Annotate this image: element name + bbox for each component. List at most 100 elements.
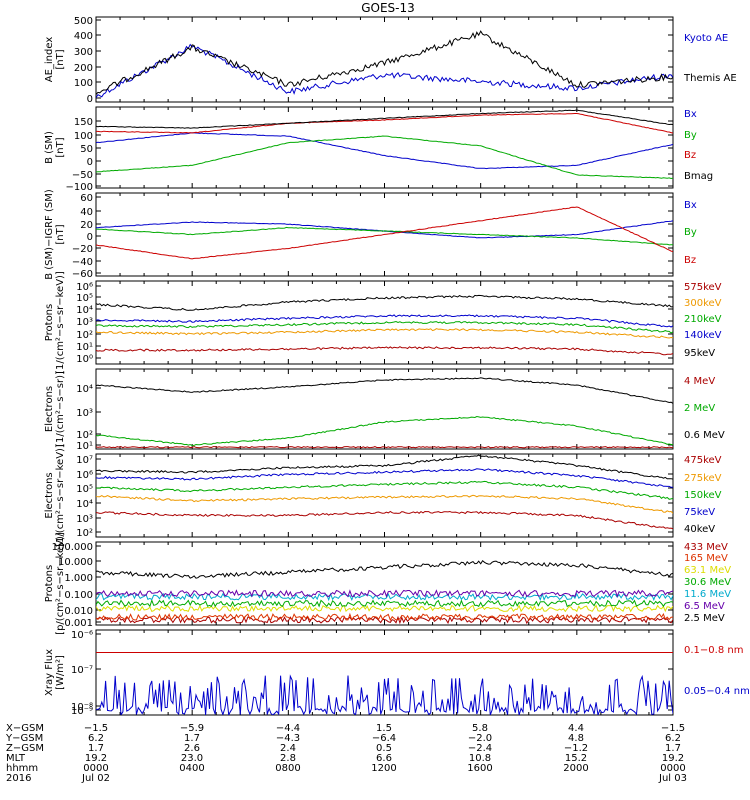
series-line-0-05-0-4-nm — [96, 674, 673, 715]
y-tick-label: 10⁰ — [76, 354, 93, 365]
footer-cell: 5.8 — [472, 723, 488, 734]
footer-cell: −4.3 — [276, 733, 300, 744]
y-tick-label: 10⁶ — [76, 282, 93, 293]
legend-entry: 475keV — [684, 455, 722, 466]
y-tick-label: 1.000 — [64, 573, 93, 584]
legend-entry: Bmag — [684, 171, 713, 182]
footer-cell: −1.5 — [661, 723, 685, 734]
footer-cell: −1.2 — [564, 743, 588, 754]
legend-entry: 11.6 MeV — [684, 589, 731, 600]
y-tick-label: 10¹ — [76, 342, 93, 353]
series-line-75kev — [96, 468, 673, 488]
y-tick-label: 150 — [74, 117, 93, 128]
y-tick-label: 0 — [87, 232, 93, 243]
legend-entry: Kyoto AE — [684, 33, 728, 44]
series-line-300kev — [96, 328, 673, 339]
y-axis-label: Electrons — [44, 472, 55, 518]
footer-cell: −5.9 — [180, 723, 204, 734]
footer-cell: 0000 — [83, 763, 108, 774]
series-line-40kev — [96, 454, 673, 480]
y-tick-label: 10⁵ — [76, 293, 93, 304]
series-line-bz — [96, 206, 673, 260]
legend-entry: 2.5 MeV — [684, 613, 725, 624]
y-tick-label: 10⁷ — [76, 455, 93, 466]
series-line-433-mev — [96, 615, 673, 625]
footer-cell: 0.5 — [376, 743, 392, 754]
legend-entry: 0.1−0.8 nm — [684, 645, 743, 656]
y-axis-label: B (SM)−IGRF (SM) — [44, 189, 55, 280]
footer-cell: 4.4 — [568, 723, 584, 734]
series-line-bx — [96, 132, 673, 170]
legend-entry: 30.6 MeV — [684, 577, 731, 588]
y-axis-label: Protons — [44, 304, 55, 341]
y-axis-label: [p/(cm²−s−sr−keV)] — [55, 532, 66, 635]
y-tick-label: 10² — [76, 430, 93, 441]
footer-cell: 2.4 — [280, 743, 296, 754]
y-tick-label: 10⁴ — [76, 384, 93, 395]
y-tick-label: 100 — [74, 78, 93, 89]
series-line-0-6-mev — [96, 377, 673, 404]
y-tick-label: 10.000 — [58, 557, 93, 568]
footer-row-label: 2016 — [6, 773, 31, 784]
y-tick-label: 10³ — [76, 408, 93, 419]
series-line-210kev — [96, 320, 673, 334]
y-axis-label: [nT] — [55, 49, 66, 69]
series-line-11-6-mev — [96, 592, 673, 602]
legend-entry: 433 MeV — [684, 542, 728, 553]
panel-frame — [95, 106, 674, 189]
series-line-95kev — [96, 294, 673, 311]
footer-cell: 19.2 — [85, 753, 107, 764]
panel-electrons_kev: 10⁷ 10⁶ 10⁵ 10⁴ 10³ 10² Electrons [1/(cm²−s−sr−… — [44, 444, 722, 547]
series-line-63-1-mev — [96, 604, 673, 613]
y-tick-label: 10⁻⁸ — [71, 702, 93, 713]
legend-entry: Bz — [684, 255, 696, 266]
legend-entry: 275keV — [684, 473, 722, 484]
panel-frame — [95, 629, 674, 716]
series-line-bmag — [96, 109, 673, 129]
y-axis-label: [1/(cm²−s−sr−keV)] — [55, 444, 66, 547]
y-tick-label: 0 — [87, 94, 93, 105]
series-line-275kev — [96, 494, 673, 514]
series-line-150kev — [96, 480, 673, 500]
y-tick-label: 10⁻⁷ — [71, 665, 93, 676]
y-axis-label: [nT] — [55, 224, 66, 244]
footer-cell: 0800 — [275, 763, 300, 774]
series-line-165-mev — [96, 612, 673, 622]
y-tick-label: 10⁶ — [76, 470, 93, 481]
legend-entry: 75keV — [684, 507, 715, 518]
series-line-by — [96, 226, 673, 246]
y-tick-label: 100.000 — [52, 542, 93, 553]
y-tick-label: 10² — [76, 528, 93, 539]
footer-row-label: hhmm — [6, 763, 38, 774]
legend-entry: 63.1 MeV — [684, 565, 731, 576]
footer-cell: −1.5 — [84, 723, 108, 734]
footer-cell: 15.2 — [565, 753, 587, 764]
orbit-footer: X−GSM −1.5 −5.9 −4.4 1.5 5.8 4.4 −1.5Y−GSM 6.2 1.… — [5, 723, 687, 784]
footer-cell: 1.5 — [376, 723, 392, 734]
series-line-30-6-mev — [96, 598, 673, 608]
panel-bsm: 150 100 50 0 −50−100 B (SM) [nT] Bx By Bz Bmag — [44, 106, 713, 193]
panel-frame — [95, 368, 674, 450]
y-tick-label: −60 — [72, 269, 93, 280]
panel-bigrf: 60 40 200−20 −40−60 B (SM)−IGRF (SM) [nT] Bx By… — [44, 189, 697, 280]
y-axis-label: [1/(cm²−s−sr)] — [55, 371, 66, 447]
y-tick-label: 0.010 — [64, 606, 93, 617]
footer-cell: Jul 02 — [81, 773, 110, 784]
series-line-4-mev — [96, 446, 673, 449]
series-line-bz — [96, 113, 673, 134]
y-tick-label: 0.001 — [64, 618, 93, 629]
series-line-2-mev — [96, 415, 673, 447]
y-tick-label: 10³ — [76, 317, 93, 328]
footer-cell: 23.0 — [181, 753, 203, 764]
y-axis-label: Electrons — [44, 386, 55, 432]
legend-entry: 2 MeV — [684, 403, 715, 414]
legend-entry: 0.05−0.4 nm — [684, 686, 750, 697]
legend-entry: 150keV — [684, 490, 722, 501]
footer-cell: 2.6 — [184, 743, 200, 754]
legend-entry: 210keV — [684, 314, 722, 325]
